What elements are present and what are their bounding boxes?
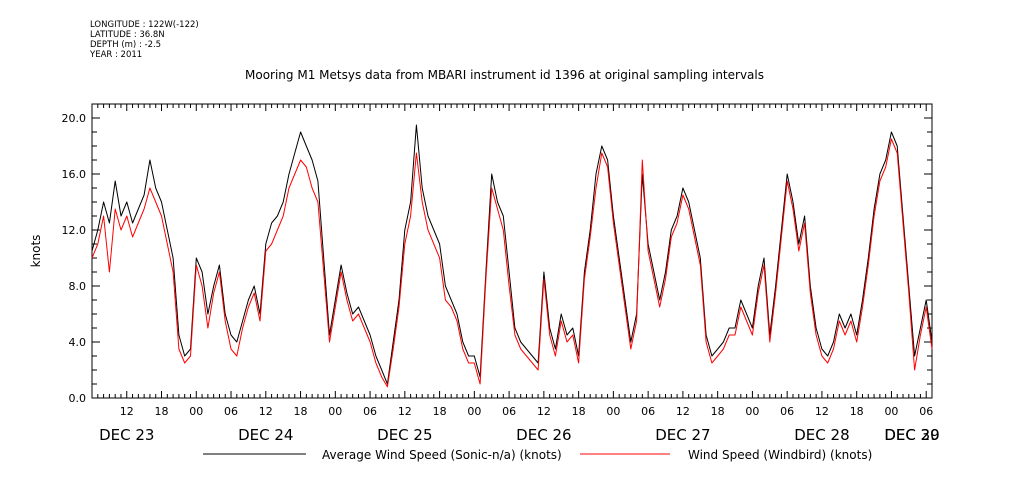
series-layer xyxy=(91,124,933,388)
y-axis-label: knots xyxy=(29,235,43,268)
x-tick-label: 06 xyxy=(780,405,794,418)
y-axis: 0.0 4.0 8.0 12.0 16.0 20.0 xyxy=(62,103,932,405)
x-tick-label: 12 xyxy=(537,405,551,418)
x-tick-label: 12 xyxy=(120,405,134,418)
x-day-label: DEC 28 xyxy=(794,426,849,444)
y-tick-label: 4.0 xyxy=(69,336,87,349)
x-day-label: DEC 23 xyxy=(99,426,154,444)
legend-label-sonic: Average Wind Speed (Sonic-n/a) (knots) xyxy=(322,448,562,462)
x-day-label: DEC 26 xyxy=(516,426,571,444)
x-tick-label: 12 xyxy=(259,405,273,418)
x-axis: 12 18 00 06 12 18 00 06 12 18 00 06 12 18 00 06 12 18 00 06… xyxy=(91,104,940,444)
x-tick-label: 00 xyxy=(189,405,203,418)
metadata-latitude: LATITUDE : 36.8N xyxy=(90,30,165,40)
x-tick-label: 12 xyxy=(815,405,829,418)
plot-border xyxy=(91,103,933,399)
x-day-label: DEC 27 xyxy=(655,426,710,444)
y-tick-label: 20.0 xyxy=(62,112,87,125)
x-day-label: DEC 30 xyxy=(884,426,939,444)
y-tick-label: 12.0 xyxy=(62,224,87,237)
x-tick-label: 00 xyxy=(745,405,759,418)
x-tick-label: 18 xyxy=(294,405,308,418)
series-line-0 xyxy=(91,124,933,385)
metadata-block: LONGITUDE : 122W(-122) LATITUDE : 36.8N … xyxy=(90,20,199,60)
x-tick-label: 18 xyxy=(572,405,586,418)
x-tick-label: 18 xyxy=(711,405,725,418)
x-day-label: DEC 25 xyxy=(377,426,432,444)
x-tick-label: 18 xyxy=(155,405,169,418)
x-tick-label: 06 xyxy=(919,405,933,418)
legend-label-windbird: Wind Speed (Windbird) (knots) xyxy=(688,448,872,462)
x-tick-label: 12 xyxy=(676,405,690,418)
metadata-depth: DEPTH (m) : -2.5 xyxy=(90,40,162,50)
plot-frame xyxy=(91,103,933,399)
x-tick-label: 06 xyxy=(224,405,238,418)
legend: Average Wind Speed (Sonic-n/a) (knots) Wi… xyxy=(203,448,872,462)
metadata-year: YEAR : 2011 xyxy=(90,50,143,60)
x-tick-label: 18 xyxy=(433,405,447,418)
x-day-label: DEC 24 xyxy=(238,426,293,444)
x-tick-label: 06 xyxy=(641,405,655,418)
x-tick-label: 18 xyxy=(850,405,864,418)
x-tick-label: 00 xyxy=(328,405,342,418)
x-tick-label: 12 xyxy=(398,405,412,418)
x-tick-label: 00 xyxy=(606,405,620,418)
x-tick-label: 06 xyxy=(363,405,377,418)
y-tick-label: 16.0 xyxy=(62,168,87,181)
y-tick-label: 8.0 xyxy=(69,280,87,293)
chart-title: Mooring M1 Metsys data from MBARI instru… xyxy=(245,68,764,82)
x-tick-label: 00 xyxy=(884,405,898,418)
metadata-longitude: LONGITUDE : 122W(-122) xyxy=(90,20,199,30)
x-tick-label: 00 xyxy=(467,405,481,418)
x-day-label: DEC 29 xyxy=(884,426,939,444)
y-tick-label: 0.0 xyxy=(69,392,87,405)
series-line-1 xyxy=(91,138,933,388)
x-tick-label: 06 xyxy=(502,405,516,418)
